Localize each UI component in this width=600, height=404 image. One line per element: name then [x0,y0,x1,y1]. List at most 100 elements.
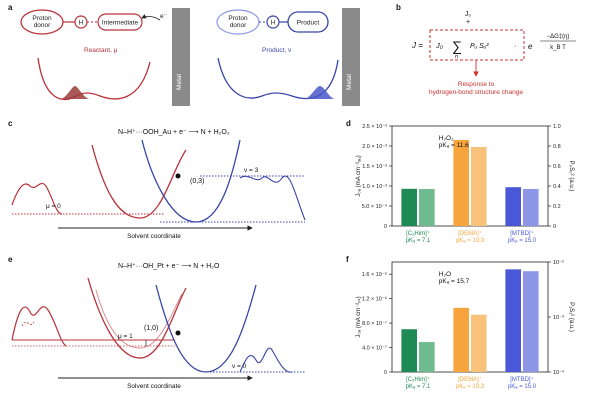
reactant-vib-curve-e [11,306,67,347]
reactant-wavepacket [60,86,90,99]
chart-f-bar-ps [471,314,487,372]
chart-d-ytick-right-label: 0.6 [553,164,561,170]
chart-f-category-pka: pKₐ = 15.0 [508,384,537,390]
panel-a: a Proton donor H Intermediate e⁻ Metal Re… [8,3,360,106]
chart-d-ytick-left-label: 5.0 × 10⁻⁴ [362,203,388,210]
intermediate-label: Intermediate [102,20,139,27]
chart-f-ylabel-left: J₀ₐ (mA cm⁻²ₚₜ) [356,296,362,337]
chart-f-category-label: [C₂Him]⁺ [406,376,430,383]
product-label: Product [297,20,320,27]
intermediate-node [97,13,143,31]
exp-base: e [528,42,533,51]
product-wavepacket [304,86,335,99]
chart-f-ytick-right-label: 10⁻³ [553,315,564,321]
chart-f-category-pka: pKₐ = 10.3 [456,384,485,390]
crossing-point-c [175,173,181,179]
panel-c-letter: c [8,119,13,128]
chart-d-category-pka: pKₐ = 7.1 [406,238,431,244]
sum-term: Pᵤ Sᵤ² [470,43,489,50]
metal-label-right: Metal [346,74,353,90]
crossing-point-e [175,330,181,336]
chart-f-bar-j0 [505,269,521,372]
chart-d-annotation: pKₐ = 11.6 [439,142,469,149]
chart-d-ytick-right-label: 0.8 [553,144,561,150]
crossing-label-e: (1,0) [144,325,158,332]
panel-a-letter: a [8,3,13,12]
chart-d-ytick-right-label: 1.0 [553,124,561,130]
chart-d-frame [391,125,549,227]
product-vib-curve-c [239,175,306,221]
chart-d-ytick-left-label: 2.5 × 10⁻³ [362,124,387,130]
panel-c: c N–H⁺···OOH_Au + e⁻ ⟶ N + H₂O₂ (0,3) μ … [8,119,306,240]
chart-f-category-pka: pKₐ = 7.1 [406,384,431,390]
reactant-potential-curve [37,57,151,100]
chart-f-bar-j0 [453,307,469,372]
sum-index: n [455,54,458,60]
reactant-state-label: Reactant, μ [84,47,118,54]
chart-d-bar-j0 [505,187,521,226]
product-vib-curve-e [239,347,293,373]
metal-electrode-left [172,8,190,106]
axis-label-c: Solvent coordinate [127,233,181,240]
chart-d-ytick-right-label: 0 [553,224,556,230]
nu-label-c: ν = 3 [244,167,259,174]
chart-d-category-pka: pKₐ = 10.3 [456,238,485,244]
reaction-c: N–H⁺···OOH_Au + e⁻ ⟶ N + H₂O₂ [118,129,230,136]
chart-f-ytick-left-label: 4.0 × 10⁻⁷ [362,345,387,352]
reaction-e: N–H⁺···OH_Pt + e⁻ ⟶ N + H₂O [118,263,220,270]
electron-arrow [141,14,161,21]
chart-d-bar-ps [471,147,487,226]
reactant-vib-dash-e [21,321,35,327]
panel-f: f 0 4.0 × 10⁻⁷ 8.0 × 10⁻⁷ 1.2 × 10⁻⁶ 1.6 × 1… [346,255,574,390]
chart-d-category-label: [C₂Him]⁺ [406,230,430,237]
plus-sign: + [466,19,470,26]
reactant-parabola-c [91,144,187,219]
product-node [287,11,329,33]
chart-d-bar-j0 [401,188,417,226]
chart-d-ytick-left-label: 0 [384,224,387,230]
chart-f-ytick-left-label: 0 [384,370,387,376]
chart-d-ytick-left-label: 1.0 × 10⁻³ [362,184,387,190]
panel-d-letter: d [346,119,351,128]
proton-donor-label-right: Proton donor [228,15,248,29]
chart-f-ytick-left-label: 1.6 × 10⁻⁶ [362,271,387,278]
hydrogen-label: H [79,20,84,27]
chart-d-ylabel-right: P₀S₀² (a.u.) [568,161,574,192]
axis-label-e: Solvent coordinate [127,383,181,390]
caption-line-2: hydrogen-bond structure change [429,89,523,96]
chart-f-ylabel-right: P₁S₁² (a.u.) [568,302,574,332]
chart-f-bar-ps [523,271,539,372]
exponent-denominator: k_B T [550,45,566,51]
proton-donor-label: Proton donor [32,15,52,29]
nu-label-e: ν = 0 [232,363,247,370]
electron-label: e⁻ [160,13,168,20]
chart-d-category-pka: pKₐ = 15.0 [508,238,537,244]
chart-d-category-label: [DEMA]⁺ [458,230,482,237]
metal-label-left: Metal [176,74,183,90]
panel-f-letter: f [346,255,349,264]
chart-f-bar-ps [419,342,435,372]
chart-f-annotation: pKₐ = 15.7 [439,278,470,285]
chart-d-ytick-right-label: 0.2 [553,204,561,210]
chart-f-bar-j0 [401,329,417,372]
chart-d-ytick-left-label: 2.0 × 10⁻³ [362,144,387,150]
chart-f-ytick-right-label: 10⁻⁴ [553,369,565,376]
product-state-label: Product, ν [262,47,291,54]
caption-line-1: Response to [458,81,495,88]
chart-f-ytick-left-label: 8.0 × 10⁻⁷ [362,320,387,327]
chart-d-bar-ps [419,189,435,226]
panel-b-letter: b [396,3,401,12]
product-parabola-e [155,284,257,373]
reactant-parabola-e [87,277,187,359]
chart-f-annotation: H₂O [439,271,451,278]
chart-f-ytick-right-label: 10⁻² [553,260,564,266]
chart-d-ytick-right-label: 0.4 [553,184,561,190]
chart-d-category-label: [MTBD]⁺ [510,230,534,237]
chart-d-annotation: H₂O₂ [439,135,454,142]
reactant-parabola-e-inner [95,289,183,349]
panel-d: d 0 5.0 × 10⁻⁴ 1.0 × 10⁻³ 1.5 × 10⁻³ 2.0 × 1… [346,119,574,244]
reactant-vib-curve-c [11,182,63,215]
metal-electrode-right [342,8,360,106]
chart-d-ytick-left-label: 1.5 × 10⁻³ [362,164,387,170]
